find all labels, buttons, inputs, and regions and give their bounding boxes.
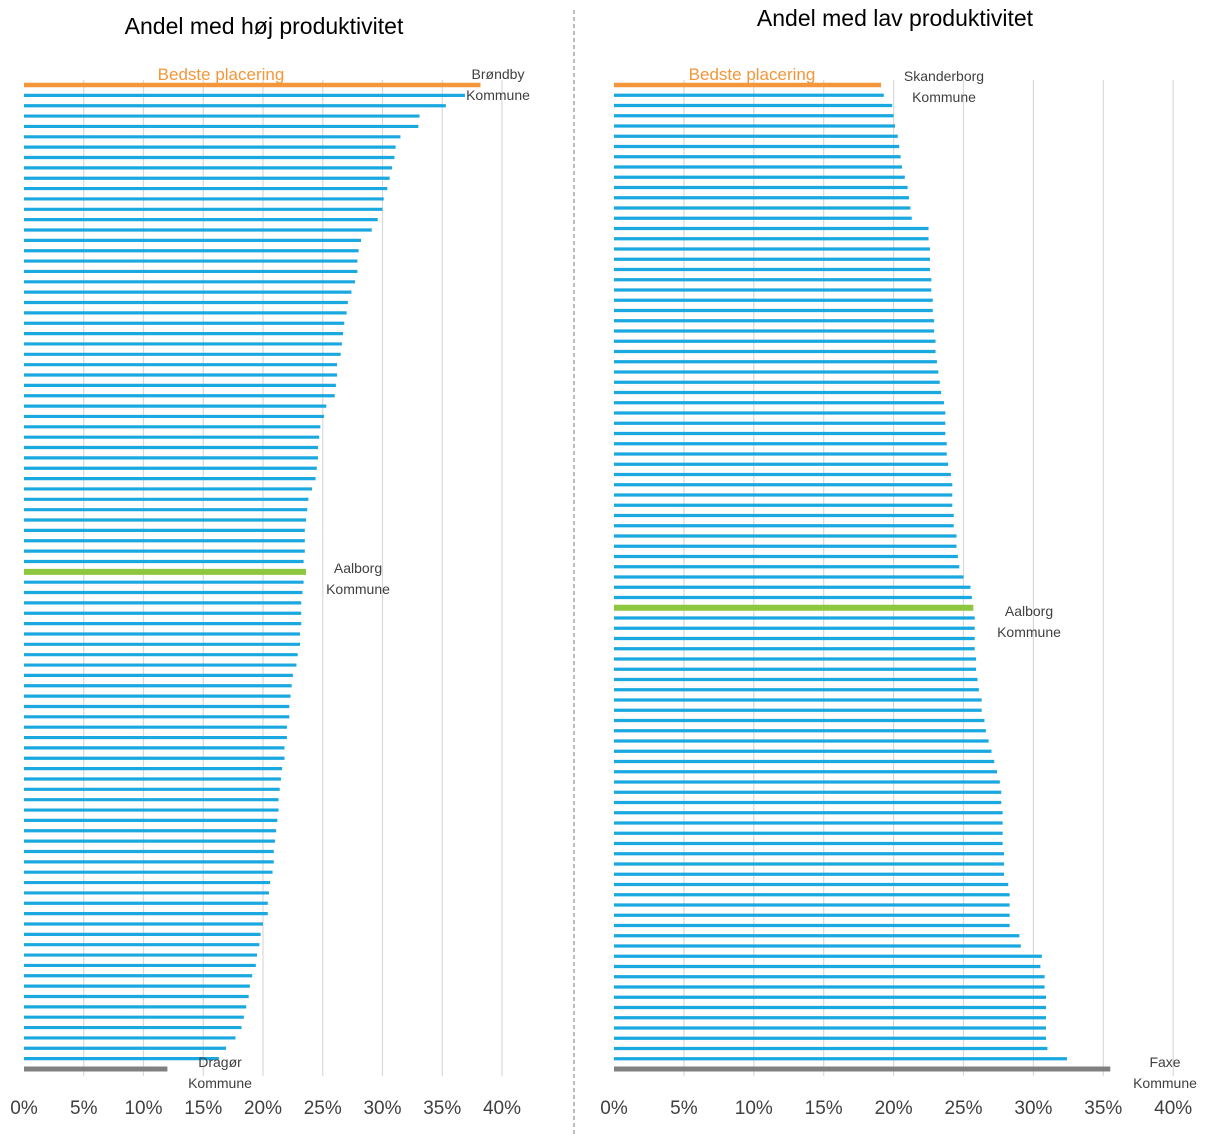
annotation-line2: Kommune xyxy=(997,624,1061,640)
annotation-line2: Kommune xyxy=(466,87,530,103)
x-tick-label: 10% xyxy=(735,1098,773,1119)
x-tick-label: 10% xyxy=(124,1098,162,1119)
annotation-line1: Skanderborg xyxy=(904,68,984,84)
annotation-line1: Brøndby xyxy=(472,66,525,82)
x-tick-label: 25% xyxy=(304,1098,342,1119)
x-tick-label: 5% xyxy=(670,1098,698,1119)
annotation-line2: Kommune xyxy=(1133,1075,1197,1091)
annotation-line1: Aalborg xyxy=(334,560,382,576)
x-tick-label: 40% xyxy=(1154,1098,1192,1119)
x-tick-label: 20% xyxy=(244,1098,282,1119)
annotation-line1: Dragør xyxy=(198,1054,242,1070)
x-tick-label: 40% xyxy=(483,1098,521,1119)
x-tick-label: 20% xyxy=(875,1098,913,1119)
x-tick-label: 30% xyxy=(363,1098,401,1119)
x-tick-label: 15% xyxy=(805,1098,843,1119)
x-tick-label: 30% xyxy=(1014,1098,1052,1119)
x-tick-label: 0% xyxy=(10,1098,38,1119)
x-tick-label: 35% xyxy=(1084,1098,1122,1119)
annotation-line2: Kommune xyxy=(188,1075,252,1091)
x-tick-label: 35% xyxy=(423,1098,461,1119)
chart-title: Andel med lav produktivitet xyxy=(757,5,1034,31)
x-tick-label: 0% xyxy=(600,1098,628,1119)
x-tick-label: 5% xyxy=(70,1098,98,1119)
reference-label: Bedste placering xyxy=(689,65,816,84)
reference-label: Bedste placering xyxy=(158,65,285,84)
annotation-line1: Faxe xyxy=(1149,1054,1180,1070)
annotation-line2: Kommune xyxy=(912,89,976,105)
x-tick-label: 25% xyxy=(944,1098,982,1119)
annotation-line1: Aalborg xyxy=(1005,603,1053,619)
x-tick-label: 15% xyxy=(184,1098,222,1119)
chart-title: Andel med høj produktivitet xyxy=(125,13,404,39)
annotation-line2: Kommune xyxy=(326,581,390,597)
